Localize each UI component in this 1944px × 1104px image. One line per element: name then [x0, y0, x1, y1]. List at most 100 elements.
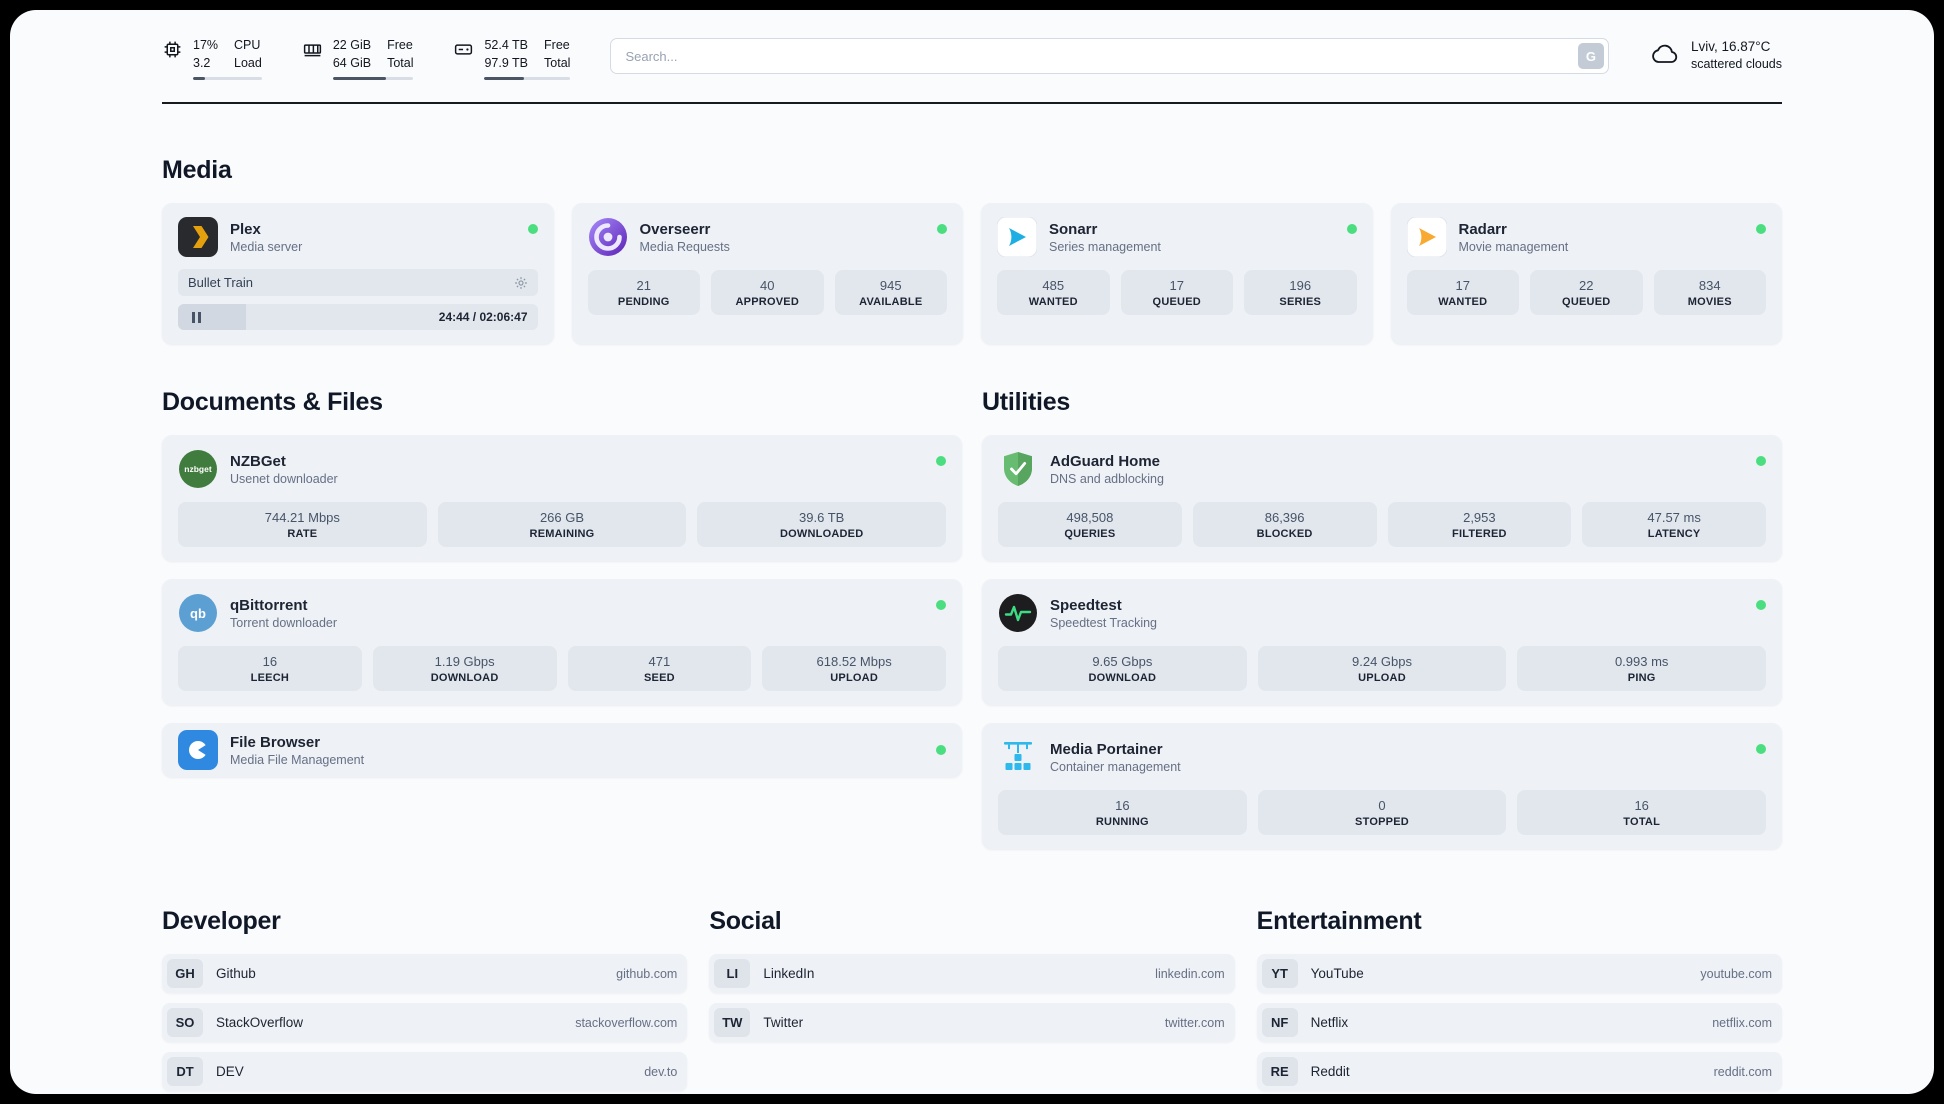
ram-label2: Total — [387, 56, 414, 71]
bookmark-abbr: DT — [167, 1057, 203, 1087]
search-engine-button[interactable]: G — [1577, 43, 1604, 69]
stat-latency: 47.57 ms LATENCY — [1582, 502, 1766, 548]
developer-column: Developer GH Github github.com SO StackO… — [162, 907, 688, 1092]
bookmark-abbr: LI — [714, 959, 751, 989]
utilities-column: Utilities AdGuard Home DNS and adblockin… — [982, 388, 1782, 850]
stat-total: 16 TOTAL — [1517, 790, 1767, 836]
stat-leech: 16 LEECH — [178, 646, 362, 692]
app-desc: Movie management — [1458, 239, 1569, 254]
bookmark-name: Twitter — [763, 1015, 804, 1031]
status-dot — [936, 456, 946, 467]
app-desc: Media Requests — [639, 239, 730, 254]
bookmark-reddit[interactable]: RE Reddit reddit.com — [1256, 1052, 1782, 1092]
entertainment-column: Entertainment YT YouTube youtube.com NF … — [1256, 907, 1782, 1092]
stat-seed: 471 SEED — [567, 646, 752, 692]
filebrowser-icon — [178, 730, 218, 771]
cpu-widget: 17% 3.2 CPU Load — [162, 36, 262, 81]
bookmark-youtube[interactable]: YT YouTube youtube.com — [1256, 954, 1782, 994]
stat-queued: 22 QUEUED — [1530, 270, 1643, 316]
ram-sub: 64 GiB — [332, 56, 372, 71]
now-playing-title: Bullet Train — [188, 275, 254, 291]
card-filebrowser[interactable]: File Browser Media File Management — [162, 723, 962, 778]
bookmark-name: Github — [216, 966, 256, 982]
app-desc: Speedtest Tracking — [1050, 615, 1158, 630]
bookmark-name: YouTube — [1310, 966, 1364, 982]
stat-movies: 834 MOVIES — [1653, 270, 1766, 316]
weather-widget: Lviv, 16.87°C scattered clouds — [1649, 38, 1782, 71]
pause-button[interactable] — [178, 304, 215, 330]
disk-usage-bar — [484, 77, 571, 81]
bookmark-twitter[interactable]: TW Twitter twitter.com — [709, 1003, 1235, 1043]
disk-widget: 52.4 TB 97.9 TB Free Total — [453, 36, 571, 81]
app-name: File Browser — [230, 733, 321, 751]
status-dot — [936, 745, 946, 756]
cpu-value: 17% — [193, 38, 219, 52]
status-dot — [936, 600, 946, 611]
disk-label: Free — [544, 38, 570, 52]
stat-queued: 17 QUEUED — [1120, 270, 1233, 316]
playback-progress-bar[interactable]: 24:44 / 02:06:47 — [178, 304, 538, 331]
stat-queries: 498,508 QUERIES — [998, 502, 1182, 548]
bookmark-abbr: RE — [1261, 1057, 1298, 1087]
gear-icon[interactable] — [514, 276, 528, 290]
section-title-media: Media — [162, 156, 232, 185]
app-name: Radarr — [1458, 220, 1507, 238]
topbar-divider — [162, 102, 1782, 105]
bookmark-name: LinkedIn — [763, 966, 815, 982]
now-playing: Bullet Train — [178, 269, 538, 297]
nzbget-icon: nzbget — [179, 450, 217, 489]
card-plex[interactable]: Plex Media server Bullet Train 24:44 / 0… — [162, 203, 554, 345]
disk-sub: 97.9 TB — [484, 56, 529, 71]
bookmark-name: StackOverflow — [216, 1015, 304, 1031]
card-portainer[interactable]: Media Portainer Container management 16 R… — [982, 723, 1782, 850]
bookmark-dev[interactable]: DT DEV dev.to — [162, 1052, 688, 1092]
bookmark-abbr: GH — [167, 959, 203, 989]
app-name: qBittorrent — [230, 596, 308, 614]
stat-downloaded: 39.6 TB DOWNLOADED — [697, 502, 947, 548]
stat-blocked: 86,396 BLOCKED — [1192, 502, 1377, 548]
weather-location: Lviv, 16.87°C — [1690, 39, 1771, 54]
stat-wanted: 17 WANTED — [1406, 270, 1519, 316]
section-title-social: Social — [709, 907, 782, 936]
bookmark-domain: dev.to — [644, 1064, 678, 1079]
disk-value: 52.4 TB — [484, 38, 529, 52]
search: G — [610, 38, 1609, 74]
card-speedtest[interactable]: Speedtest Speedtest Tracking 9.65 Gbps DO… — [982, 579, 1782, 706]
app-name: Speedtest — [1050, 596, 1122, 614]
app-desc: Torrent downloader — [230, 615, 338, 630]
card-overseerr[interactable]: Overseerr Media Requests 21 PENDING 40 APP… — [571, 203, 963, 345]
app-desc: DNS and adblocking — [1050, 471, 1164, 486]
status-dot — [1756, 456, 1766, 467]
status-dot — [1756, 600, 1766, 611]
bookmark-domain: linkedin.com — [1155, 966, 1225, 981]
search-input[interactable] — [610, 38, 1609, 74]
bookmark-linkedin[interactable]: LI LinkedIn linkedin.com — [709, 954, 1235, 994]
stat-available: 945 AVAILABLE — [834, 270, 947, 316]
stat-stopped: 0 STOPPED — [1257, 790, 1507, 836]
app-desc: Container management — [1050, 759, 1181, 774]
section-title-documents: Documents & Files — [162, 388, 383, 417]
bookmark-github[interactable]: GH Github github.com — [162, 954, 688, 994]
bookmark-abbr: SO — [167, 1008, 203, 1038]
plex-icon — [178, 217, 218, 258]
radarr-icon — [1406, 217, 1447, 258]
bookmark-netflix[interactable]: NF Netflix netflix.com — [1256, 1003, 1782, 1043]
card-qbittorrent[interactable]: qb qBittorrent Torrent downloader 16 LEEC… — [162, 579, 962, 706]
section-title-developer: Developer — [162, 907, 281, 936]
stat-ping: 0.993 ms PING — [1517, 646, 1767, 692]
card-nzbget[interactable]: nzbget NZBGet Usenet downloader 744.21 M… — [162, 435, 962, 562]
stat-series: 196 SERIES — [1244, 270, 1357, 316]
bookmark-abbr: YT — [1261, 959, 1298, 989]
cloud-icon — [1652, 45, 1678, 64]
bookmark-stackoverflow[interactable]: SO StackOverflow stackoverflow.com — [162, 1003, 688, 1043]
status-dot — [1756, 224, 1766, 235]
stat-wanted: 485 WANTED — [997, 270, 1110, 316]
card-radarr[interactable]: Radarr Movie management 17 WANTED 22 QUEUE… — [1390, 203, 1782, 345]
card-sonarr[interactable]: Sonarr Series management 485 WANTED 17 QUE… — [981, 203, 1373, 345]
app-name: Overseerr — [639, 220, 711, 238]
bookmark-domain: youtube.com — [1700, 966, 1772, 981]
card-adguard[interactable]: AdGuard Home DNS and adblocking 498,508 Q… — [982, 435, 1782, 562]
cpu-usage-bar — [193, 77, 262, 81]
ram-label: Free — [387, 38, 413, 52]
stat-upload: 9.24 Gbps UPLOAD — [1257, 646, 1507, 692]
